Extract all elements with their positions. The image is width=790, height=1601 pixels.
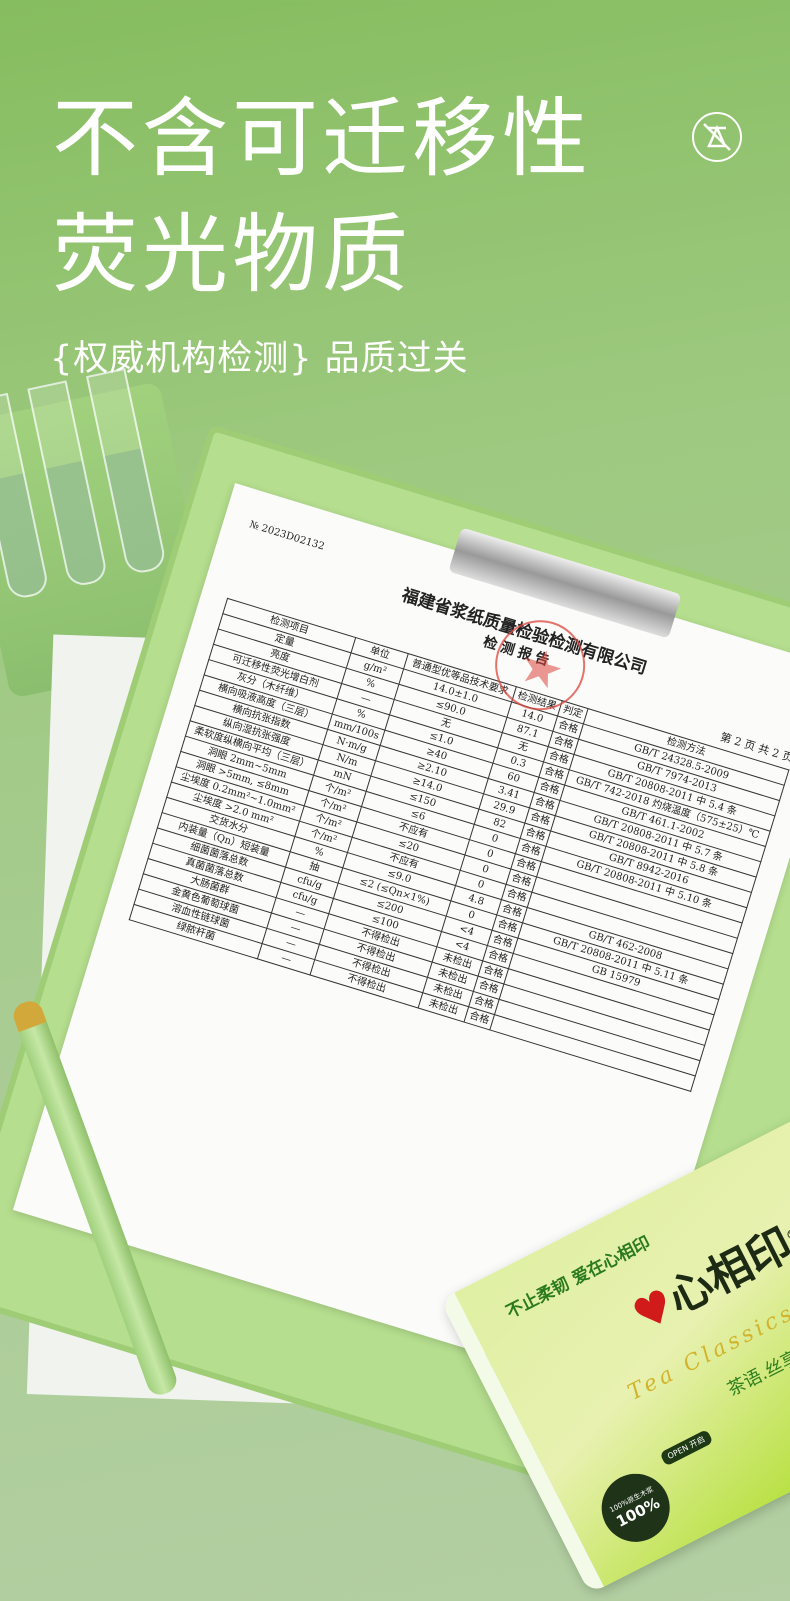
test-report: № 2023D02132 福建省浆纸质量检验检测有限公司 检测报告 第 2 页 … — [12, 483, 790, 1397]
headline-line1: 不含可迁移性 — [52, 89, 592, 189]
official-stamp — [483, 609, 597, 722]
subtitle: {权威机构检测} 品质过关 — [50, 339, 469, 379]
pulp-badge: 100%原生木浆 100% — [589, 1462, 682, 1554]
star-icon — [524, 650, 562, 689]
headline-line2: 荧光物质 — [52, 205, 412, 305]
open-tab: OPEN 开启 — [659, 1429, 714, 1467]
no-fluorescent-icon — [692, 112, 742, 162]
